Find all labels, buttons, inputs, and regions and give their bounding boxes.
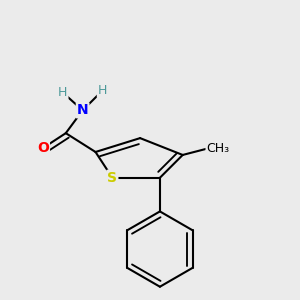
Text: H: H <box>58 86 68 99</box>
Text: H: H <box>98 84 107 97</box>
Text: S: S <box>107 171 117 185</box>
Text: O: O <box>37 141 49 155</box>
Text: N: N <box>77 103 88 117</box>
Text: CH₃: CH₃ <box>206 142 230 154</box>
